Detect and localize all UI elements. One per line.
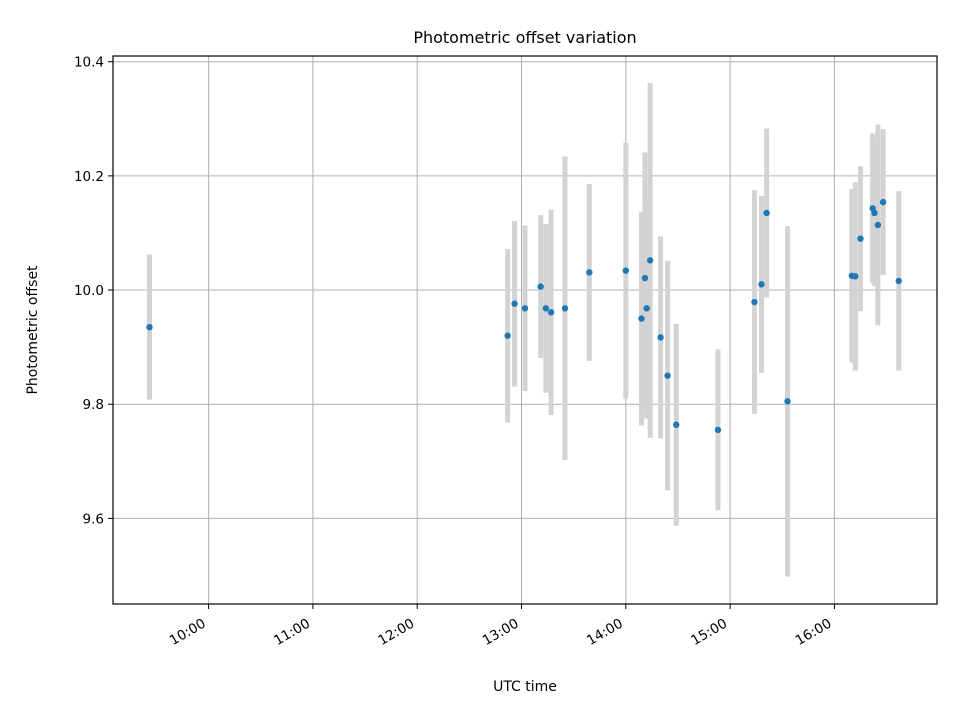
data-point bbox=[561, 305, 569, 312]
y-tick-label: 9.6 bbox=[83, 511, 104, 527]
data-point bbox=[622, 267, 630, 274]
chart-title: Photometric offset variation bbox=[413, 28, 636, 47]
plot-frame bbox=[112, 55, 938, 605]
data-point bbox=[537, 283, 544, 290]
data-point bbox=[673, 421, 680, 428]
data-point bbox=[586, 269, 593, 276]
y-tick-label: 9.8 bbox=[83, 397, 104, 413]
data-point bbox=[643, 305, 650, 312]
data-point bbox=[751, 298, 758, 306]
y-axis-ticks: 9.6 9.8 10.0 10.2 10.4 bbox=[74, 55, 113, 527]
data-point bbox=[763, 209, 770, 217]
y-tick-label: 10.0 bbox=[74, 283, 104, 299]
y-axis-label: Photometric offset bbox=[25, 265, 41, 395]
data-point bbox=[874, 221, 882, 229]
data-points bbox=[146, 198, 902, 434]
data-point bbox=[871, 209, 878, 217]
y-tick-label: 10.4 bbox=[74, 55, 104, 71]
x-axis-label: UTC time bbox=[493, 679, 557, 695]
y-tick-label: 10.2 bbox=[74, 169, 104, 185]
data-point bbox=[758, 281, 765, 288]
data-point bbox=[879, 198, 887, 206]
data-point bbox=[714, 426, 722, 434]
data-point bbox=[504, 332, 511, 339]
data-point bbox=[641, 274, 649, 282]
data-point bbox=[784, 398, 791, 405]
data-point bbox=[547, 309, 555, 316]
data-point bbox=[646, 257, 654, 264]
data-point bbox=[857, 235, 864, 242]
data-point bbox=[511, 300, 518, 307]
data-point bbox=[521, 305, 529, 312]
data-point bbox=[638, 315, 645, 322]
data-point bbox=[146, 323, 153, 331]
data-point bbox=[895, 277, 902, 285]
data-point bbox=[542, 305, 550, 312]
data-point bbox=[664, 372, 671, 379]
data-point bbox=[657, 334, 664, 341]
data-point bbox=[852, 273, 859, 280]
